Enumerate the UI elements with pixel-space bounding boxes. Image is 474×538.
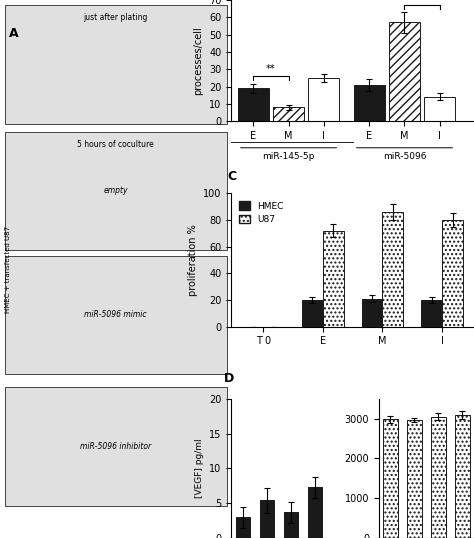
Bar: [389, 23, 420, 121]
Bar: [5, 387, 227, 506]
Bar: [323, 231, 344, 327]
Bar: [407, 420, 421, 538]
Bar: [283, 512, 298, 538]
Y-axis label: processes/cell: processes/cell: [193, 26, 203, 95]
Bar: [383, 420, 398, 538]
Bar: [383, 212, 403, 327]
Text: **: **: [418, 0, 427, 3]
Bar: [362, 299, 383, 327]
Bar: [5, 5, 227, 124]
Bar: [354, 85, 384, 121]
Text: empty: empty: [103, 187, 128, 195]
Bar: [273, 107, 304, 121]
Bar: [5, 132, 227, 250]
Bar: [5, 256, 227, 374]
Text: miR-5096 mimic: miR-5096 mimic: [84, 310, 147, 319]
Text: miR-5096 inhibitor: miR-5096 inhibitor: [80, 442, 151, 451]
Bar: [421, 300, 442, 327]
Y-axis label: [VEGF] pg/ml: [VEGF] pg/ml: [194, 438, 203, 498]
Legend: HMEC, U87: HMEC, U87: [236, 198, 287, 228]
Text: **: **: [266, 65, 276, 74]
Text: just after plating: just after plating: [83, 13, 148, 23]
Text: miR-145-5p: miR-145-5p: [263, 152, 315, 161]
Text: miR-5096: miR-5096: [383, 152, 426, 161]
Bar: [424, 97, 455, 121]
Bar: [431, 416, 446, 538]
Bar: [238, 88, 269, 121]
Bar: [302, 300, 323, 327]
Text: D: D: [224, 372, 234, 385]
Text: C: C: [228, 169, 237, 182]
Bar: [309, 78, 339, 121]
Bar: [236, 517, 250, 538]
Bar: [442, 220, 463, 327]
Text: A: A: [9, 27, 19, 40]
Text: 5 hours of coculture: 5 hours of coculture: [77, 140, 154, 149]
Bar: [455, 415, 470, 538]
Text: HMEC + transfected U87: HMEC + transfected U87: [5, 225, 10, 313]
Bar: [308, 487, 322, 538]
Y-axis label: proliferation %: proliferation %: [188, 224, 198, 296]
Bar: [260, 500, 274, 538]
